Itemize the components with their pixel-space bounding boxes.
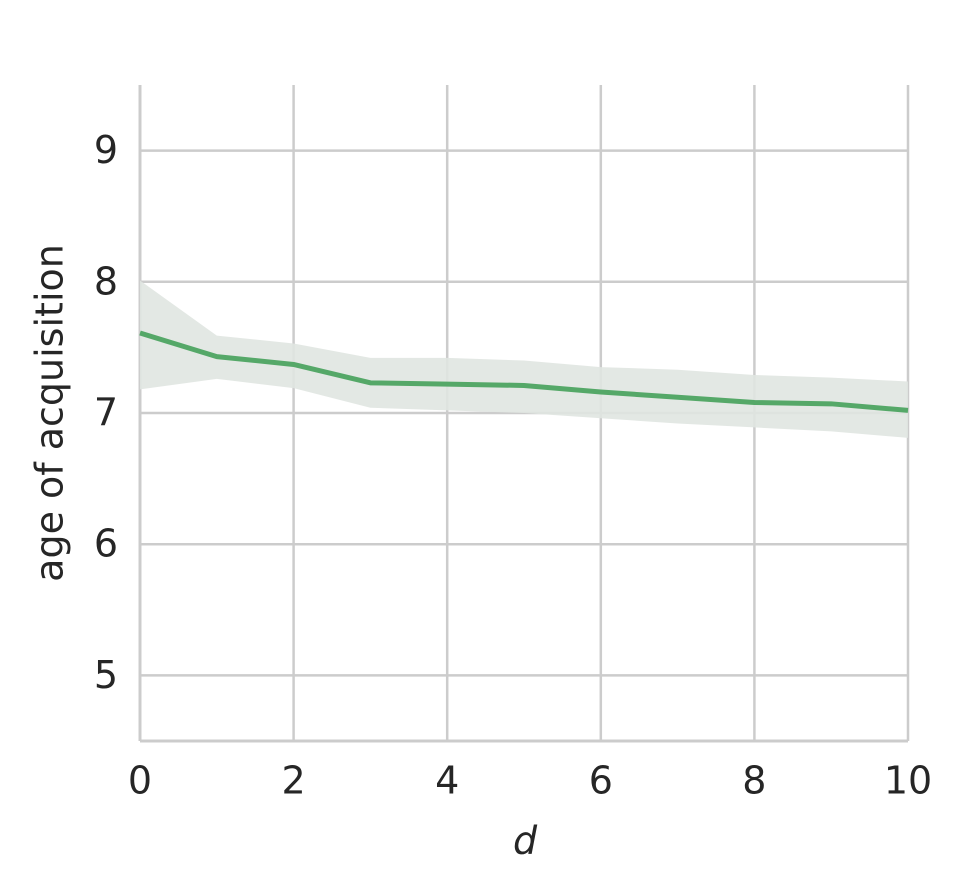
x-tick-label: 10 xyxy=(884,759,932,803)
y-tick-label: 9 xyxy=(94,128,118,172)
x-tick-label: 2 xyxy=(282,759,306,803)
x-axis-label: d xyxy=(513,819,538,863)
x-tick-label: 4 xyxy=(435,759,459,803)
line xyxy=(139,330,909,413)
y-tick-label: 8 xyxy=(94,259,118,303)
x-tick-label: 0 xyxy=(128,759,152,803)
y-tick-label: 7 xyxy=(94,391,118,435)
y-tick-label: 6 xyxy=(94,522,118,566)
x-tick-label: 6 xyxy=(589,759,613,803)
y-axis-label: age of acquisition xyxy=(28,244,72,582)
x-tick-label: 8 xyxy=(742,759,766,803)
y-tick-label: 5 xyxy=(94,653,118,697)
